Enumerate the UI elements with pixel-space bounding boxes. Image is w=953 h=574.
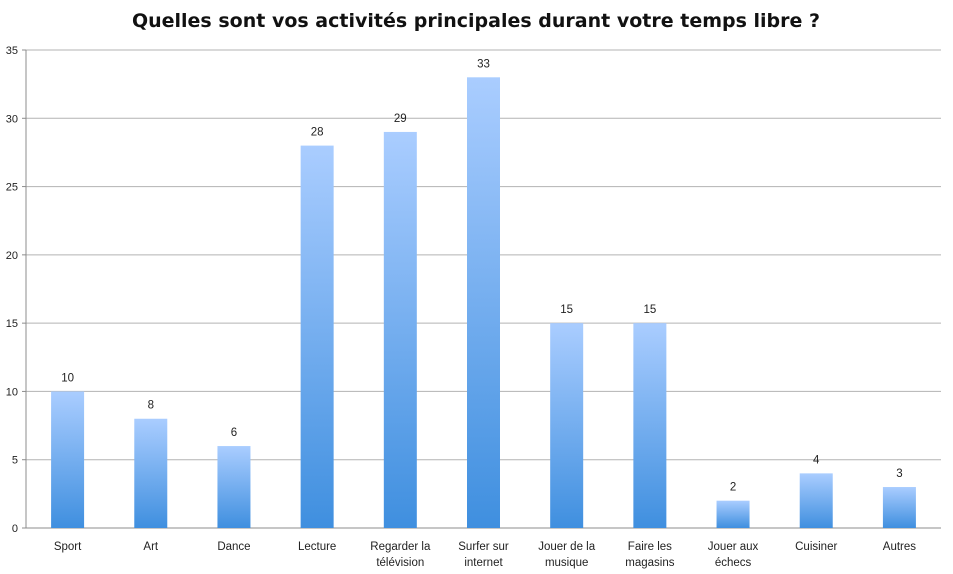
bar-value-label: 10 [61,372,74,384]
x-category-label: échecs [715,557,752,569]
y-axis-ticks: 0 5 10 15 20 25 30 35 [6,45,18,535]
bar-value-label: 15 [560,304,573,316]
y-tick-label: 15 [6,318,18,330]
bar [633,323,667,528]
x-category-label: Jouer de la [538,541,596,553]
x-category-label: Jouer aux [708,541,759,553]
bar-value-label: 3 [896,468,902,480]
bar-value-label: 8 [148,400,154,412]
x-category-label: Art [143,541,159,553]
bar [716,500,750,528]
bar [300,145,334,528]
bar [134,418,168,528]
chart-title: Quelles sont vos activités principales d… [132,10,820,32]
bar-value-label: 29 [394,113,407,125]
bar-value-label: 33 [477,58,490,70]
bar-value-label: 28 [311,127,324,139]
x-category-label: Dance [217,541,250,553]
x-category-label: Cuisiner [795,541,837,553]
bar [383,131,417,528]
y-tick-label: 30 [6,113,18,125]
y-tick-label: 25 [6,182,18,194]
y-tick-label: 5 [12,455,18,467]
y-tick-label: 0 [12,523,18,535]
x-category-label: Surfer sur [458,541,509,553]
x-category-label: musique [545,557,588,569]
x-category-label: Sport [54,541,82,553]
bar [550,323,584,528]
x-category-label: Faire les [628,541,672,553]
bar-value-label: 2 [730,482,736,494]
x-category-label: télévision [376,557,424,569]
bars [51,77,916,529]
x-category-label: Regarder la [370,541,431,553]
x-category-label: internet [464,557,503,569]
bar [217,446,251,528]
x-axis-categories: Sport Art Dance Lecture Regarder la télévisio… [54,541,916,569]
y-tick-label: 10 [6,386,18,398]
bar [51,391,85,528]
x-category-label: magasins [625,557,674,569]
bar [882,487,916,528]
bar [799,473,833,528]
bar-value-label: 4 [813,454,820,466]
data-labels: 10 8 6 28 29 33 15 15 2 4 3 [61,58,902,493]
x-category-label: Autres [883,541,916,553]
bar [467,77,500,529]
y-tick-label: 35 [6,45,18,57]
x-category-label: Lecture [298,541,336,553]
bar-value-label: 15 [643,304,656,316]
y-tick-label: 20 [6,250,18,262]
bar-value-label: 6 [231,427,237,439]
